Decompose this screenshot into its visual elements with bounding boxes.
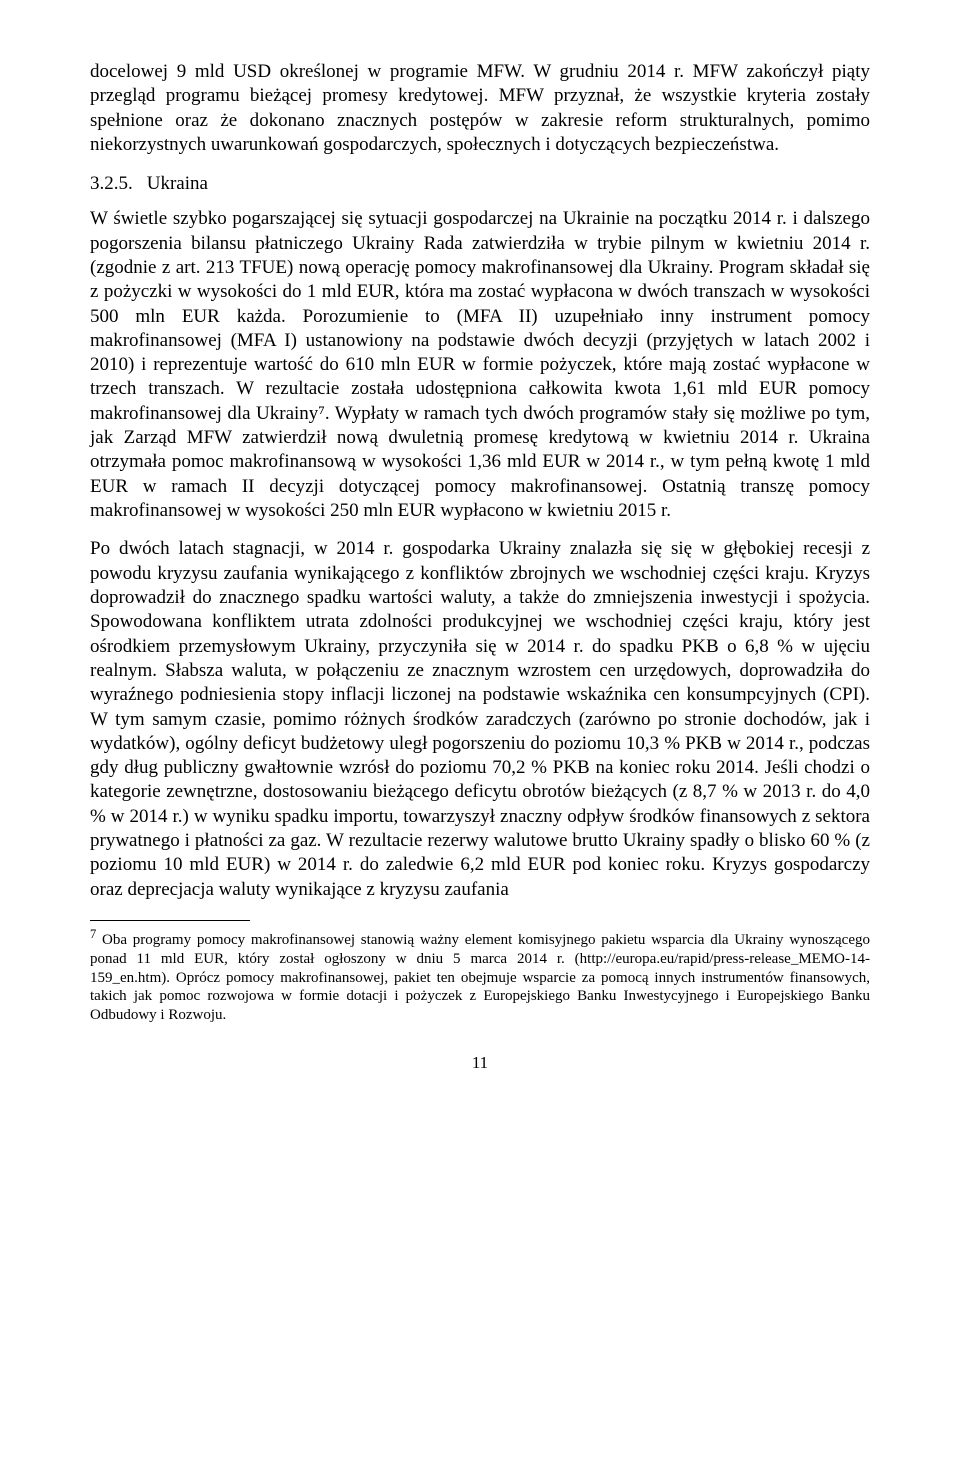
document-page: docelowej 9 mld USD określonej w program… bbox=[0, 0, 960, 1113]
paragraph-3: Po dwóch latach stagnacji, w 2014 r. gos… bbox=[90, 537, 870, 902]
section-heading: 3.2.5. Ukraina bbox=[90, 173, 870, 195]
footnote-text: Oba programy pomocy makrofinansowej stan… bbox=[90, 932, 870, 1023]
page-number: 11 bbox=[90, 1053, 870, 1073]
paragraph-2: W świetle szybko pogarszającej się sytua… bbox=[90, 207, 870, 523]
section-title: Ukraina bbox=[147, 173, 208, 194]
footnote-marker: 7 bbox=[90, 927, 96, 941]
paragraph-1: docelowej 9 mld USD określonej w program… bbox=[90, 60, 870, 157]
section-number: 3.2.5. bbox=[90, 173, 142, 195]
footnote: 7 Oba programy pomocy makrofinansowej st… bbox=[90, 927, 870, 1025]
footnote-separator bbox=[90, 920, 250, 921]
